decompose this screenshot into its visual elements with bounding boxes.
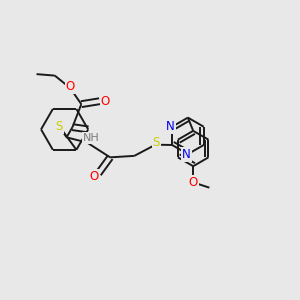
Text: O: O [89,170,99,183]
Text: N: N [166,120,175,133]
Text: S: S [56,120,63,133]
Text: O: O [189,176,198,189]
Text: O: O [101,95,110,108]
Text: N: N [182,148,191,160]
Text: O: O [65,80,75,93]
Text: NH: NH [83,133,100,143]
Text: S: S [153,136,160,149]
